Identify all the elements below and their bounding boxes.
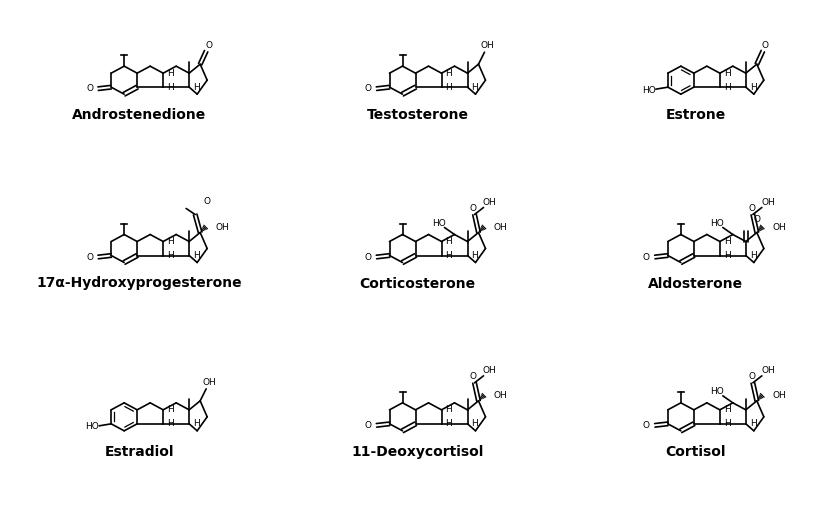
Text: O: O — [365, 84, 372, 93]
Text: OH: OH — [215, 223, 230, 231]
Text: O: O — [86, 84, 94, 93]
Text: H: H — [446, 83, 453, 92]
Text: H: H — [167, 406, 174, 414]
Text: OH: OH — [762, 198, 775, 207]
Text: Testosterone: Testosterone — [367, 108, 468, 122]
Text: H: H — [167, 251, 174, 260]
Text: HO: HO — [711, 219, 724, 228]
Text: OH: OH — [481, 41, 494, 51]
Text: H: H — [472, 419, 478, 428]
Text: 17α-Hydroxyprogesterone: 17α-Hydroxyprogesterone — [37, 277, 242, 290]
Text: O: O — [470, 204, 477, 213]
Text: H: H — [472, 251, 478, 260]
Text: H: H — [446, 251, 453, 260]
Text: H: H — [193, 83, 200, 92]
Text: H: H — [446, 419, 453, 428]
Text: Cortisol: Cortisol — [665, 445, 726, 459]
Text: O: O — [205, 41, 212, 50]
Text: O: O — [748, 373, 755, 381]
Text: Aldosterone: Aldosterone — [648, 277, 743, 290]
Text: Estrone: Estrone — [665, 108, 726, 122]
Text: O: O — [754, 216, 761, 225]
Text: H: H — [750, 83, 757, 92]
Text: O: O — [748, 204, 755, 213]
Text: OH: OH — [772, 391, 786, 400]
Text: H: H — [750, 419, 757, 428]
Text: HO: HO — [642, 86, 655, 95]
Text: O: O — [203, 197, 210, 207]
Text: H: H — [167, 237, 174, 246]
Text: H: H — [167, 83, 174, 92]
Text: H: H — [167, 419, 174, 428]
Text: H: H — [724, 406, 731, 414]
Text: H: H — [724, 83, 731, 92]
Text: O: O — [643, 421, 650, 430]
Text: HO: HO — [711, 387, 724, 396]
Text: OH: OH — [762, 367, 775, 375]
Text: OH: OH — [494, 391, 508, 400]
Text: O: O — [365, 252, 372, 262]
Text: OH: OH — [494, 223, 508, 231]
Text: H: H — [446, 406, 453, 414]
Text: H: H — [472, 83, 478, 92]
Text: Estradiol: Estradiol — [104, 445, 174, 459]
Text: O: O — [470, 373, 477, 381]
Text: H: H — [724, 251, 731, 260]
Text: O: O — [365, 421, 372, 430]
Text: OH: OH — [483, 367, 497, 375]
Text: Corticosterone: Corticosterone — [359, 277, 476, 290]
Text: HO: HO — [432, 219, 446, 228]
Text: H: H — [724, 69, 731, 78]
Text: Androstenedione: Androstenedione — [72, 108, 206, 122]
Text: H: H — [193, 251, 200, 260]
Text: 11-Deoxycortisol: 11-Deoxycortisol — [352, 445, 483, 459]
Text: H: H — [167, 69, 174, 78]
Text: OH: OH — [772, 223, 786, 231]
Text: O: O — [643, 252, 650, 262]
Text: H: H — [446, 69, 453, 78]
Text: H: H — [724, 419, 731, 428]
Text: OH: OH — [483, 198, 497, 207]
Text: O: O — [86, 252, 94, 262]
Text: H: H — [750, 251, 757, 260]
Text: H: H — [446, 237, 453, 246]
Text: O: O — [762, 41, 769, 50]
Text: H: H — [193, 419, 200, 428]
Text: HO: HO — [85, 423, 99, 431]
Text: H: H — [724, 237, 731, 246]
Text: OH: OH — [202, 378, 216, 387]
